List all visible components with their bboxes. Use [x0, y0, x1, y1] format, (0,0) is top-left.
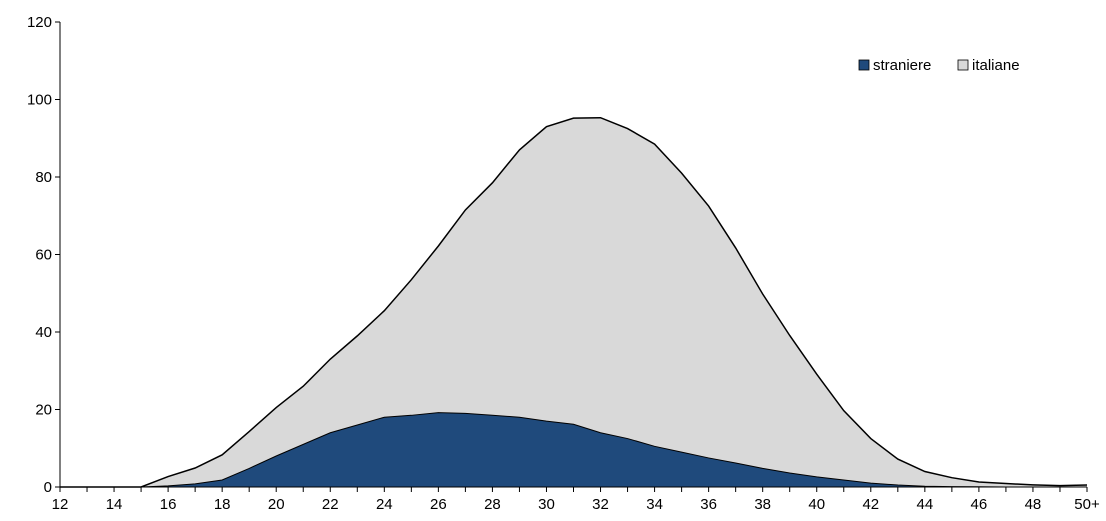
y-tick-label: 0	[44, 479, 52, 496]
x-tick-label: 22	[322, 496, 339, 513]
x-tick-label: 14	[106, 496, 123, 513]
x-tick-label: 44	[916, 496, 933, 513]
x-tick-label: 28	[484, 496, 501, 513]
y-tick-label: 40	[35, 324, 52, 341]
x-tick-label: 12	[52, 496, 69, 513]
x-tick-label: 16	[160, 496, 177, 513]
x-tick-label: 48	[1025, 496, 1042, 513]
y-tick-label: 120	[27, 14, 52, 31]
x-tick-label: 34	[646, 496, 663, 513]
area-italiane	[60, 117, 1087, 488]
x-tick-label: 18	[214, 496, 231, 513]
y-axis: 0 20 40 60 80 100 120	[27, 14, 61, 496]
x-tick-label: 38	[754, 496, 771, 513]
y-tick-label: 100	[27, 92, 52, 109]
y-tick-label: 20	[35, 402, 52, 419]
line-straniere	[60, 412, 1087, 488]
x-tick-label: 40	[808, 496, 825, 513]
area-straniere	[60, 412, 1087, 487]
x-tick-label: 20	[268, 496, 285, 513]
y-tick-label: 80	[35, 169, 52, 186]
x-tick-label: 42	[862, 496, 879, 513]
legend-swatch-straniere	[858, 59, 870, 71]
x-tick-label: 46	[971, 496, 988, 513]
x-tick-label: 32	[592, 496, 609, 513]
x-tick-label: 26	[430, 496, 447, 513]
legend: straniere italiane	[858, 57, 1020, 74]
x-tick-label: 50+	[1074, 496, 1100, 513]
plot-area	[60, 116, 1088, 488]
legend-label-straniere: straniere	[873, 57, 931, 74]
legend-swatch-italiane	[957, 59, 969, 71]
x-tick-label: 36	[700, 496, 717, 513]
x-tick-label: 24	[376, 496, 393, 513]
y-tick-label: 60	[35, 247, 52, 264]
x-tick-label: 30	[538, 496, 555, 513]
x-axis: 12 14 16 18 20 22 24 26 28 30 32 34 36 38 40 42 44 46 48 50…	[52, 486, 1100, 513]
legend-label-italiane: italiane	[972, 57, 1020, 74]
line-italiane	[60, 116, 1088, 488]
